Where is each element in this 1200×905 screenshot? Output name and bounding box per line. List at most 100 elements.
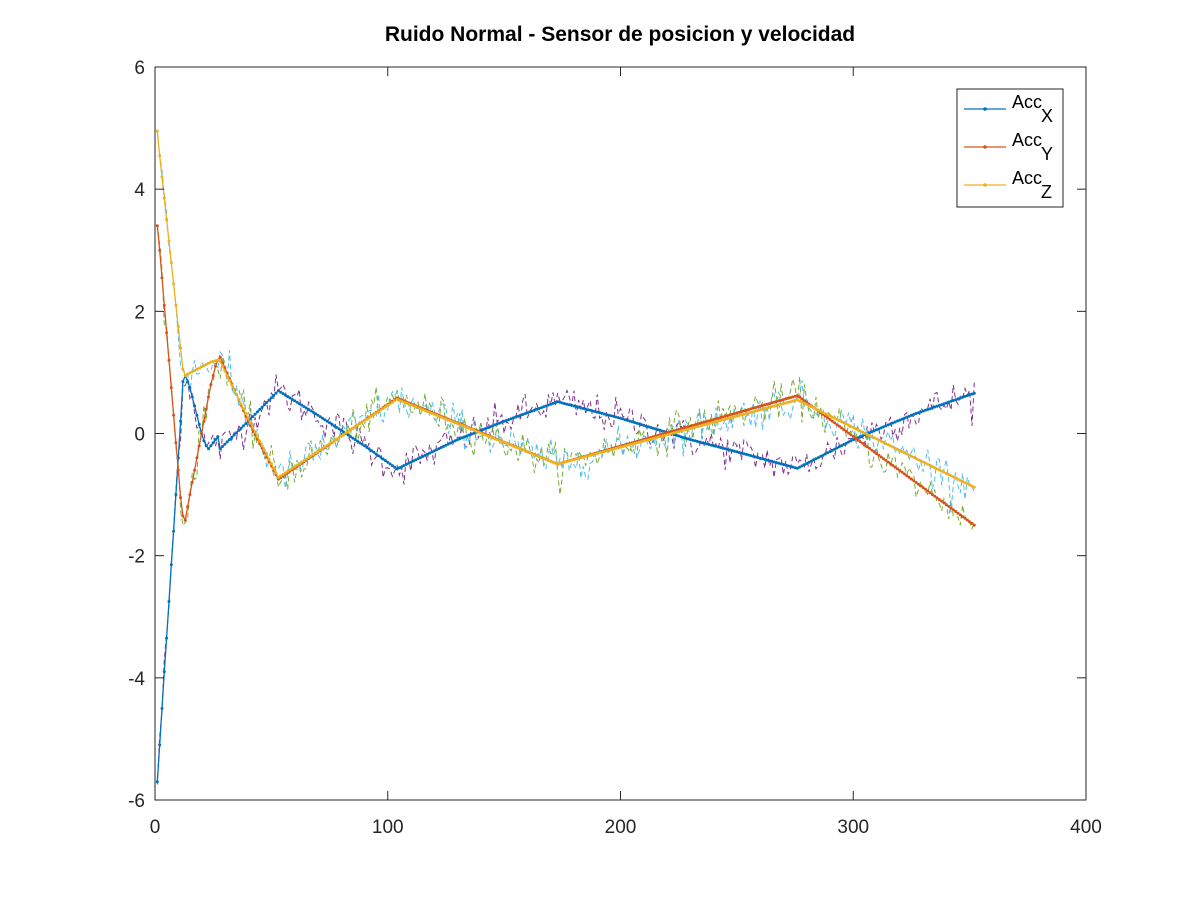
series-1-point-234 (700, 421, 704, 425)
series-1-point-226 (681, 426, 685, 430)
series-2-point-6 (169, 261, 173, 264)
series-2-point-342 (951, 475, 955, 479)
series-2-point-68 (314, 451, 318, 455)
series-1-point-233 (698, 422, 702, 425)
series-0-point-190 (598, 411, 602, 415)
series-2-point-123 (442, 416, 446, 420)
series-1-point-5 (167, 358, 171, 362)
series-2-point-290 (830, 415, 834, 419)
series-1-point-347 (963, 516, 967, 520)
series-2-point-236 (705, 422, 709, 426)
series-0-point-192 (602, 412, 606, 416)
series-1-point-12 (183, 518, 187, 522)
series-0-point-100 (388, 462, 392, 466)
series-2-point-214 (653, 436, 657, 440)
series-0-point-68 (314, 412, 318, 416)
series-0-point-175 (563, 402, 567, 406)
series-2-point-66 (309, 454, 313, 458)
series-1-point-342 (951, 508, 955, 512)
series-0-point-178 (570, 403, 574, 407)
legend-label-1: Acc (1012, 130, 1042, 150)
series-2-point-298 (849, 424, 853, 428)
series-1-point-320 (900, 470, 904, 474)
series-1-point-318 (896, 467, 899, 471)
series-0-point-129 (456, 438, 460, 442)
series-2-point-130 (458, 423, 462, 427)
series-2-point-220 (667, 432, 671, 436)
series-0-point-213 (651, 426, 655, 430)
series-0-point-315 (889, 422, 892, 426)
series-2-point-14 (188, 371, 192, 375)
series-2-point-322 (905, 452, 909, 456)
series-0-point-202 (626, 418, 629, 422)
series-0-point-51 (274, 391, 278, 395)
series-1-point-311 (879, 455, 883, 459)
series-0-point-86 (356, 439, 359, 443)
series-0-point-122 (439, 446, 443, 449)
series-0-point-261 (763, 457, 767, 461)
series-0-point-189 (595, 410, 599, 414)
series-2-point-3 (162, 196, 166, 200)
series-2-point-23 (209, 360, 213, 364)
series-0-point-13 (186, 380, 190, 384)
series-1-point-274 (793, 394, 797, 398)
series-0-point-113 (418, 456, 422, 460)
series-2-point-204 (630, 442, 634, 446)
series-1-point-308 (872, 450, 876, 454)
series-0-point-223 (674, 433, 678, 437)
series-0-point-249 (735, 450, 739, 454)
series-2-point-10 (179, 346, 183, 350)
series-1-point-261 (763, 403, 767, 407)
series-1-point-235 (702, 420, 706, 424)
series-0-point-18 (197, 422, 201, 426)
series-0-point-42 (253, 412, 257, 416)
y-tick-label-0: -6 (128, 791, 145, 812)
series-2-point-314 (886, 443, 890, 447)
series-1-point-236 (705, 420, 709, 423)
series-2-point-45 (260, 444, 264, 448)
series-2-point-96 (379, 408, 383, 412)
series-2-point-111 (414, 405, 418, 409)
series-2-point-126 (449, 419, 453, 423)
series-2-point-347 (963, 481, 967, 485)
series-0-point-3 (162, 670, 166, 674)
series-2-point-35 (237, 397, 241, 401)
series-2-point-202 (626, 443, 629, 447)
noise-line-2 (156, 129, 975, 513)
series-0-point-238 (709, 443, 713, 447)
series-1-point-309 (875, 452, 878, 456)
series-0-point-330 (923, 408, 927, 412)
series-0-point-308 (872, 429, 876, 433)
series-0-point-33 (232, 433, 236, 437)
series-0-point-191 (600, 411, 604, 415)
series-0-point-149 (502, 419, 506, 423)
series-2-point-157 (521, 448, 525, 452)
series-0-point-289 (828, 450, 832, 454)
series-0-point-327 (916, 411, 920, 415)
series-2-point-25 (214, 359, 217, 363)
series-2-point-42 (253, 430, 257, 434)
series-0-point-325 (912, 412, 916, 416)
series-2-point-251 (740, 413, 743, 417)
series-2-point-231 (693, 425, 697, 429)
series-1-point-321 (903, 472, 906, 476)
series-0-point-252 (742, 452, 746, 456)
series-0-point-177 (567, 403, 571, 407)
series-2-point-169 (549, 459, 553, 463)
series-2-point-83 (349, 428, 352, 432)
series-2-point-207 (637, 440, 641, 444)
series-0-point-153 (511, 416, 515, 420)
series-2-point-332 (928, 463, 932, 467)
series-2-point-1 (158, 154, 162, 158)
series-2-point-9 (176, 325, 180, 329)
series-1-point-324 (909, 477, 913, 481)
series-0-point-163 (535, 407, 539, 411)
series-2-point-95 (376, 410, 380, 414)
series-2-point-334 (933, 466, 937, 470)
series-1-point-224 (677, 428, 681, 431)
series-2-point-65 (307, 456, 311, 460)
series-0-point-141 (484, 427, 487, 431)
series-1-point-23 (209, 383, 213, 387)
series-2-point-115 (423, 409, 427, 413)
series-2-point-243 (721, 418, 725, 422)
